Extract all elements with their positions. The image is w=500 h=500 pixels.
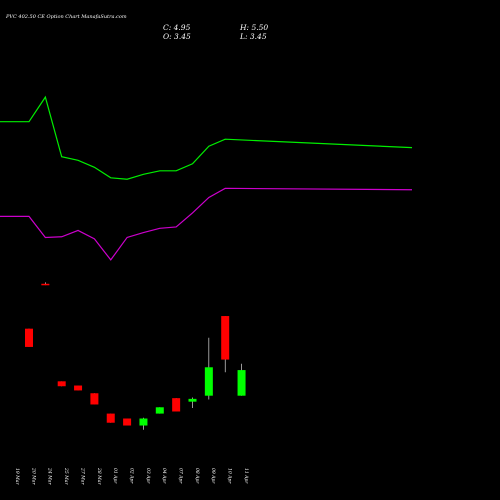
candle-body [106,413,115,423]
candle-body [90,393,99,405]
x-tick-label: 20 Mar [30,467,36,485]
candle-body [237,370,246,396]
lower-indicator-line [0,187,413,261]
x-tick-label: 27 Mar [79,467,85,485]
candle-body [123,418,132,426]
close-label: C: 4.95 [163,23,191,32]
candle-body [155,407,164,414]
x-tick-label: 07 Apr [178,468,184,484]
x-tick-label: 03 Apr [145,468,151,484]
x-tick-label: 09 Apr [210,468,216,484]
candle-body [172,398,181,412]
candle-body [204,367,213,396]
high-label: H: 5.50 [240,23,269,32]
candle-body [41,283,50,286]
upper-indicator-line [0,95,413,180]
chart-title: PVC 402.50 CE Option Chart ManafaSutra.c… [6,14,127,20]
x-tick-label: 08 Apr [194,468,200,484]
x-tick-label: 10 Apr [227,468,233,484]
candle-body [188,398,197,402]
x-tick-label: 25 Mar [63,467,69,485]
low-label: L: 3.45 [240,32,267,41]
x-tick-label: 01 Apr [112,468,118,484]
x-tick-label: 28 Mar [96,467,102,485]
x-tick-label: 11 Apr [243,468,249,484]
x-tick-label: 04 Apr [161,468,167,484]
candle-body [25,328,33,347]
candle-body [74,385,83,391]
x-tick-label: 19 Mar [14,468,20,485]
candle-body [57,381,66,387]
x-tick-label: 24 Mar [47,467,53,485]
candle-body [139,418,148,426]
candle-body [221,316,230,360]
x-tick-label: 02 Apr [128,468,134,484]
open-label: O: 3.45 [163,32,191,41]
